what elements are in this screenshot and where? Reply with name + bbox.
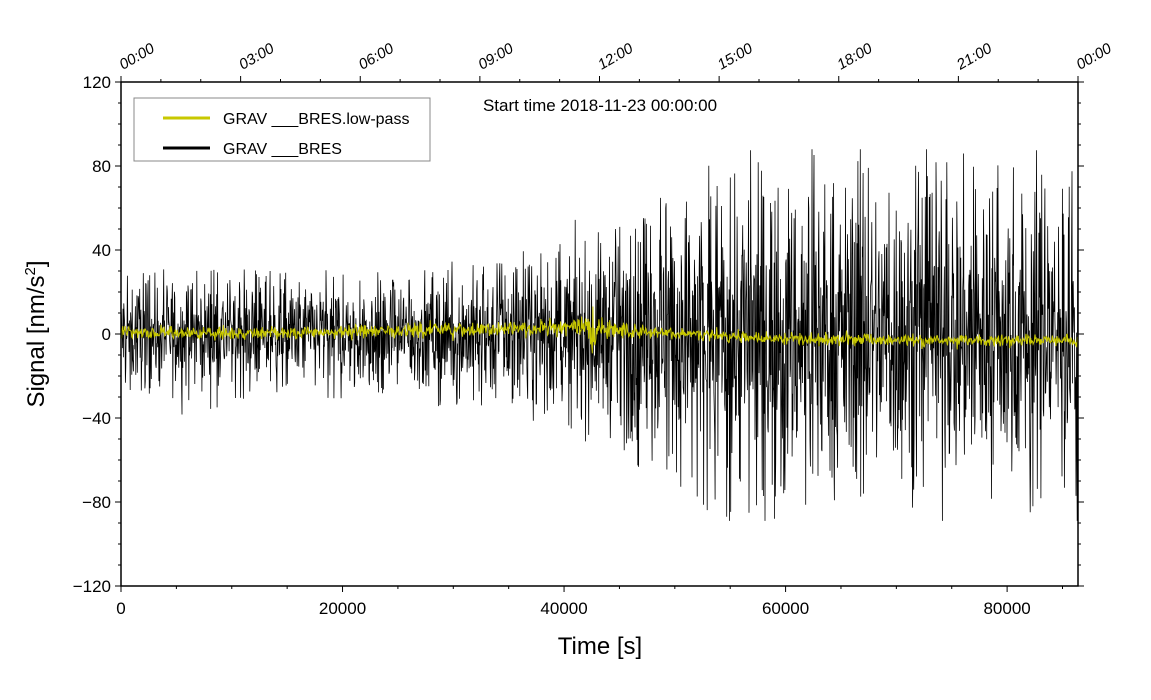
y-axis-title-superscript: 2 xyxy=(22,267,39,275)
legend: GRAV ___BRES.low-pass GRAV ___BRES xyxy=(133,97,431,162)
x-tick-label: 60000 xyxy=(762,599,809,618)
legend-box xyxy=(133,97,431,162)
top-tick-label: 00:00 xyxy=(1074,40,1116,74)
legend-label-lowpass: GRAV ___BRES.low-pass xyxy=(223,111,409,128)
y-tick-label: −80 xyxy=(82,493,111,512)
top-tick-label: 15:00 xyxy=(715,40,757,74)
x-tick-label: 20000 xyxy=(319,599,366,618)
top-tick-label: 18:00 xyxy=(834,40,876,74)
y-tick-label: −120 xyxy=(73,577,111,596)
series-grav-bres-lowpass xyxy=(120,306,1079,354)
start-time-annotation: Start time 2018-11-23 00:00:00 xyxy=(483,96,717,115)
y-axis: −120 −80 −40 0 40 80 120 xyxy=(73,73,1084,596)
x-axis: 0 20000 40000 60000 80000 xyxy=(116,586,1063,618)
y-tick-label: 40 xyxy=(92,241,111,260)
y-axis-title: Signal [nm/s2] xyxy=(22,260,50,407)
top-tick-label: 03:00 xyxy=(236,40,278,74)
y-tick-label: 120 xyxy=(83,73,111,92)
line-grav-bres-lowpass xyxy=(120,306,1079,354)
top-tick-label: 09:00 xyxy=(475,40,517,74)
x-axis-title: Time [s] xyxy=(558,633,642,660)
top-tick-label: 21:00 xyxy=(953,40,995,74)
top-tick-label: 06:00 xyxy=(356,40,398,74)
y-axis-title-close: ] xyxy=(23,260,50,267)
x-tick-label: 40000 xyxy=(540,599,587,618)
y-axis-title-main: Signal [nm/s xyxy=(23,275,50,407)
legend-label-bres: GRAV ___BRES xyxy=(223,141,342,158)
top-tick-label: 12:00 xyxy=(595,40,637,74)
y-tick-label: 80 xyxy=(92,157,111,176)
y-tick-label: 0 xyxy=(102,325,111,344)
y-tick-label: −40 xyxy=(82,409,111,428)
top-tick-label: 00:00 xyxy=(117,40,159,74)
x-tick-label: 0 xyxy=(116,599,125,618)
x-tick-label: 80000 xyxy=(983,599,1030,618)
top-time-axis: 00:00 03:00 06:00 09:00 12:00 15:00 18:00 21:00… xyxy=(117,40,1116,82)
